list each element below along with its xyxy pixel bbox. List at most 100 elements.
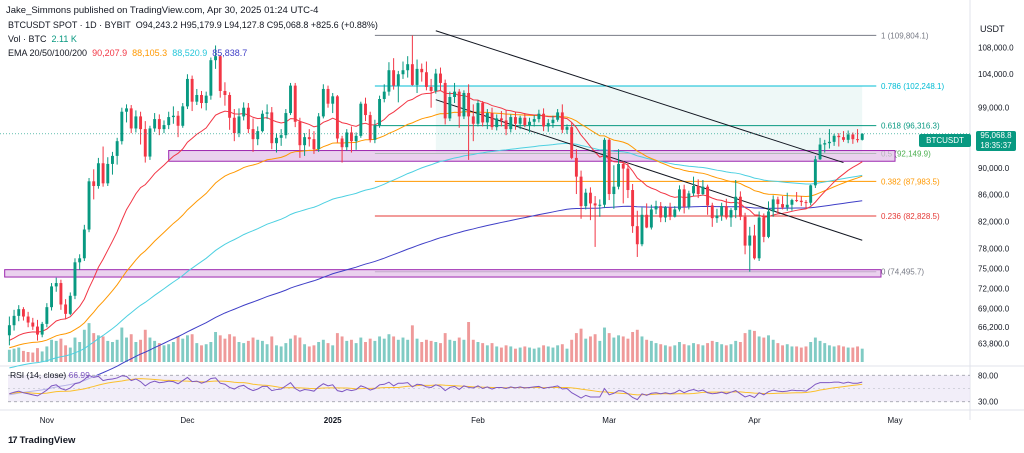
volume-bar (790, 346, 794, 362)
candle-body (570, 127, 574, 158)
volume-bar (682, 344, 686, 362)
volume-bar (842, 346, 845, 362)
volume-bar (7, 349, 11, 362)
candle-body (223, 90, 227, 95)
candle-body (481, 103, 485, 123)
volume-bar (448, 339, 452, 362)
volume-bar (546, 346, 550, 362)
volume-bar (537, 347, 541, 362)
volume-bar (434, 342, 438, 362)
x-tick-label: Apr (748, 416, 761, 425)
candle-body (757, 217, 761, 259)
candle-body (827, 141, 831, 144)
volume-bar (453, 340, 456, 362)
volume-bar (185, 335, 189, 362)
candle-body (776, 199, 780, 205)
volume-bar (21, 350, 25, 362)
y-tick-label: 69,000.0 (978, 304, 1010, 313)
volume-bar (443, 333, 447, 362)
volume-bar (528, 347, 531, 362)
candle-body (82, 229, 86, 259)
volume-bar (799, 347, 803, 362)
candle-body (687, 193, 691, 207)
currency-label: USDT (980, 24, 1005, 34)
volume-bar (424, 339, 428, 362)
candle-body (279, 135, 283, 138)
volume-bar (17, 347, 21, 362)
candle-body (106, 163, 110, 184)
candle-body (73, 262, 77, 296)
candle-body (612, 186, 616, 195)
volume-bar (593, 334, 597, 362)
volume-bar (359, 337, 363, 362)
candle-body (607, 139, 611, 195)
candle-body (21, 309, 25, 317)
volume-bar (246, 340, 250, 362)
candle-body (574, 157, 578, 177)
last-price-value: 95,068.8 (980, 131, 1012, 140)
candle-body (157, 119, 161, 130)
volume-bar (96, 335, 100, 362)
ema100-value: 88,520.9 (172, 48, 208, 58)
candle-body (50, 286, 53, 308)
volume-bar (349, 339, 353, 362)
candle-body (692, 186, 695, 194)
volume-bar (542, 345, 546, 362)
volume-bar (574, 333, 578, 362)
candle-body (678, 189, 681, 210)
vol-value: 2.11 K (51, 34, 77, 44)
volume-bar (101, 336, 105, 362)
candle-body (476, 103, 480, 124)
volume-bar (45, 346, 49, 362)
x-tick-label: 2025 (324, 416, 342, 425)
candle-body (509, 117, 513, 130)
volume-bar (129, 334, 133, 362)
volume-bar (382, 338, 386, 362)
volume-bar (87, 323, 91, 362)
candle-body (546, 123, 550, 127)
rsi-level-label: 80.00 (978, 371, 999, 380)
ohlc-values: O94,243.2 H95,179.9 L94,127.8 C95,068.8 … (135, 20, 378, 30)
candle-body (204, 95, 208, 104)
candle-body (401, 70, 405, 75)
candle-body (851, 134, 855, 140)
volume-bar (776, 343, 780, 362)
volume-bar (420, 342, 424, 362)
candle-body (724, 206, 728, 218)
candle-body (682, 189, 686, 207)
volume-bar (415, 338, 419, 362)
candle-body (448, 96, 452, 119)
volume-bar (40, 351, 44, 362)
x-tick-label: Feb (471, 416, 485, 425)
volume-bar (692, 343, 695, 362)
ema200-line (9, 200, 863, 396)
candle-body (96, 163, 100, 187)
volume-bar (771, 339, 775, 362)
volume-bar (242, 343, 246, 362)
volume-bar (523, 346, 527, 362)
candle-body (31, 322, 35, 327)
volume-bar (78, 342, 82, 362)
candle-body (162, 125, 166, 130)
volume-bar (813, 337, 817, 362)
volume-bar (340, 336, 344, 362)
candle-body (270, 112, 274, 144)
candle-body (312, 139, 316, 150)
volume-bar (279, 346, 283, 362)
candle-body (514, 117, 517, 124)
x-tick-label: May (887, 416, 902, 425)
candle-body (528, 121, 531, 126)
candle-body (36, 326, 39, 335)
volume-bar (195, 343, 199, 362)
candle-body (654, 206, 658, 210)
candle-body (715, 215, 719, 219)
symbol-info: BTCUSDT SPOT · 1D · BYBIT O94,243.2 H95,… (8, 20, 378, 30)
candle-body (804, 202, 808, 204)
tradingview-logo[interactable]: 17 TradingView (8, 435, 75, 446)
fib-level-label: 0.618 (96,316.3) (881, 122, 940, 131)
candle-body (748, 235, 752, 246)
candle-body (265, 112, 269, 114)
fib-level-label: 1 (109,804.1) (881, 31, 929, 40)
volume-bar (635, 329, 639, 362)
